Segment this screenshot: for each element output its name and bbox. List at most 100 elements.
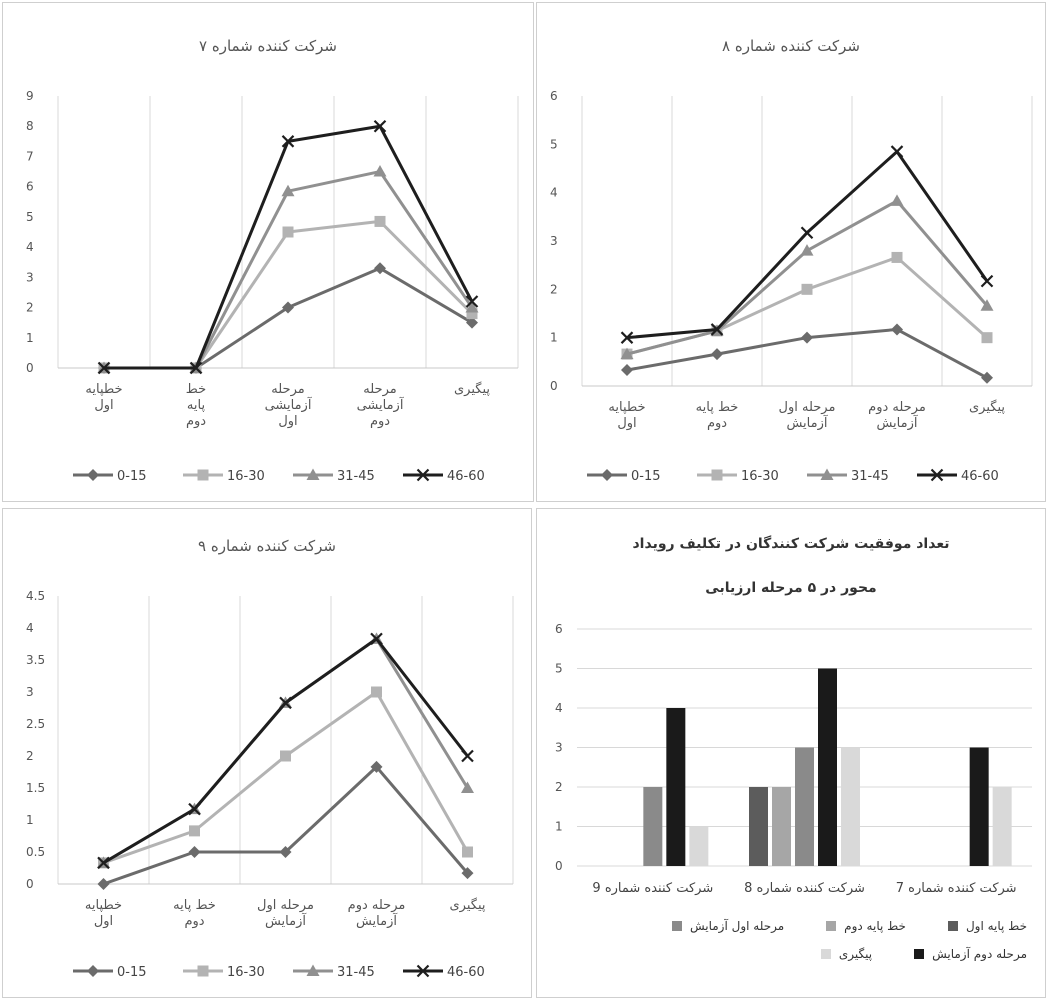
data-point <box>373 119 387 133</box>
legend: 0-15 16-30 31-45 46-60 <box>587 468 999 484</box>
data-point <box>800 244 814 256</box>
data-point <box>97 856 110 870</box>
data-point <box>282 301 294 314</box>
legend-marker <box>601 469 613 481</box>
series-line <box>104 170 474 370</box>
data-point <box>800 226 814 240</box>
series-0-15 <box>621 323 993 384</box>
data-point <box>280 750 291 762</box>
x-category-label: خطپایه اول <box>85 898 122 929</box>
y-tick-label: 4 <box>555 701 563 715</box>
chart-title: شرکت کننده شماره ۷ <box>199 37 337 55</box>
data-point <box>711 348 723 361</box>
data-point <box>461 781 474 793</box>
data-point <box>620 347 634 360</box>
y-tick-label: 0 <box>26 361 34 375</box>
bar <box>818 668 837 866</box>
y-tick-label: 1.5 <box>26 781 45 795</box>
x-category-label: مرحله دوم آزمایش <box>348 898 406 929</box>
legend-item: خط پایه اول <box>947 919 1027 933</box>
legend-marker <box>820 468 834 480</box>
data-point <box>465 301 479 313</box>
legend-marker <box>306 964 320 976</box>
y-tick-label: 2 <box>555 780 563 794</box>
legend-label: 16-30 <box>227 469 265 484</box>
bar <box>643 787 663 866</box>
legend-swatch <box>947 921 958 931</box>
y-tick-label: 0.5 <box>26 845 45 859</box>
y-tick-label: 5 <box>555 662 563 676</box>
x-category-label: خط پایه دوم <box>696 400 739 431</box>
series-line <box>104 266 473 370</box>
y-tick-label: 3 <box>26 270 34 284</box>
legend-label: 0-15 <box>117 965 147 980</box>
x-category-label: خط پایه دوم <box>173 898 216 929</box>
x-category-label: خطپایه اول <box>85 382 122 413</box>
bar <box>992 787 1012 866</box>
legend: 0-15 16-30 31-45 46-60 <box>73 964 485 980</box>
x-category-label: شرکت کننده شماره 9 <box>592 881 713 896</box>
series-line <box>104 124 474 370</box>
y-tick-label: 1 <box>555 820 563 834</box>
series-46-60 <box>97 119 479 375</box>
data-point <box>371 686 382 698</box>
y-tick-label: 3 <box>555 741 563 755</box>
legend-label: 0-15 <box>117 469 147 484</box>
y-tick-label: 0 <box>26 877 34 891</box>
data-point <box>279 696 292 710</box>
data-point <box>801 283 813 295</box>
bar <box>969 747 989 866</box>
x-category-label: شرکت کننده شماره 7 <box>896 881 1017 896</box>
y-tick-label: 4 <box>26 621 34 635</box>
bar <box>689 826 709 866</box>
y-tick-label: 1 <box>550 331 558 345</box>
data-point <box>620 331 634 344</box>
legend-swatch <box>820 949 831 959</box>
y-tick-label: 6 <box>555 622 563 636</box>
y-tick-label: 1 <box>26 331 34 345</box>
bar <box>772 787 791 866</box>
y-tick-label: 4.5 <box>26 589 45 603</box>
data-point <box>461 867 474 880</box>
data-point <box>370 632 383 646</box>
data-point <box>981 371 993 384</box>
y-tick-label: 3 <box>550 234 558 248</box>
y-tick-label: 2 <box>26 749 34 763</box>
data-point <box>801 331 813 344</box>
legend-label: 16-30 <box>741 469 779 484</box>
chart-success-count: تعداد موفقیت شرکت کنندگان در تکلیف رویدا… <box>536 508 1046 998</box>
y-tick-label: 3 <box>26 685 34 699</box>
data-point <box>281 135 295 148</box>
series-16-30 <box>98 215 478 374</box>
legend-marker <box>87 965 99 977</box>
legend-item: خط پایه دوم <box>826 919 906 933</box>
legend: 0-15 16-30 31-45 46-60 <box>73 468 485 484</box>
legend-marker <box>306 468 320 480</box>
legend-label: 46-60 <box>447 965 485 980</box>
chart-title-line-1: تعداد موفقیت شرکت کنندگان در تکلیف رویدا… <box>632 536 950 552</box>
legend-item: مرحله دوم آزمایش <box>914 947 1027 961</box>
chart-participant-9: شرکت کننده شماره ۹ 0 0.5 1 1.5 2 2.5 3 3.5 4 4.5 خ… <box>2 508 532 998</box>
legend-label: مرحله دوم آزمایش <box>932 947 1027 961</box>
data-point <box>281 184 295 197</box>
y-tick-label: 2 <box>26 301 34 315</box>
legend-marker <box>930 468 944 482</box>
chart-participant-7: شرکت کننده شماره ۷ 0 1 2 3 4 5 6 7 8 9 خطپایه اول خط… <box>2 2 534 502</box>
series-31-45 <box>97 165 479 373</box>
data-point <box>97 878 110 890</box>
y-tick-label: 0 <box>555 859 563 873</box>
legend-label: خط پایه دوم <box>844 919 906 933</box>
series-line <box>103 765 469 886</box>
bar <box>749 787 768 866</box>
data-point <box>461 749 474 763</box>
series-line <box>104 219 474 370</box>
data-point <box>188 846 201 858</box>
data-point <box>374 215 386 227</box>
y-tick-label: 1 <box>26 813 34 827</box>
data-point <box>891 323 903 336</box>
y-tick-label: 6 <box>550 89 558 103</box>
data-point <box>97 361 111 375</box>
y-tick-label: 2 <box>550 282 558 296</box>
line-chart-svg: 0 1 2 3 4 5 6 7 8 9 خطپایه اول خط پایه دوم مرحله آزمایشی… <box>26 89 519 484</box>
legend-item: مرحله اول آزمایش <box>671 919 784 933</box>
